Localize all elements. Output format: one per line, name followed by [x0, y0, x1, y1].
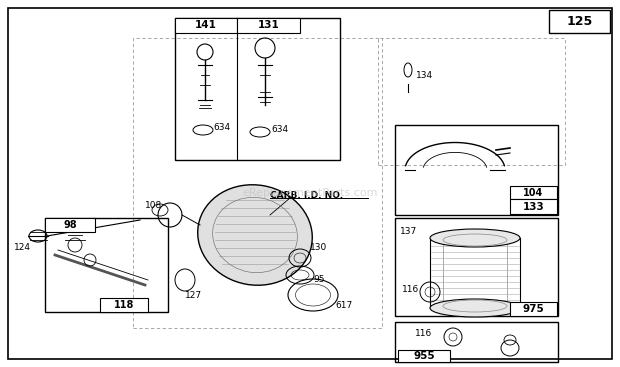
Text: eReplacementParts.com: eReplacementParts.com	[242, 189, 378, 199]
Bar	[395, 218, 558, 316]
Bar	[395, 125, 558, 215]
Text: 116: 116	[415, 328, 432, 338]
Bar	[175, 18, 340, 160]
Text: 130: 130	[310, 243, 327, 252]
Text: 141: 141	[195, 21, 217, 30]
Bar	[45, 218, 168, 312]
Text: 98: 98	[63, 220, 77, 230]
Ellipse shape	[430, 299, 520, 317]
Text: 137: 137	[400, 228, 417, 236]
Text: 127: 127	[185, 291, 202, 299]
Bar	[510, 302, 557, 316]
Text: 125: 125	[567, 15, 593, 28]
Text: 975: 975	[523, 304, 544, 314]
Bar	[100, 298, 148, 312]
Bar	[549, 10, 610, 33]
Text: 108: 108	[145, 200, 162, 210]
Text: 617: 617	[335, 301, 352, 309]
Text: 955: 955	[413, 351, 435, 361]
Text: 634: 634	[213, 124, 230, 132]
Bar	[45, 218, 95, 232]
Text: 131: 131	[258, 21, 280, 30]
Ellipse shape	[430, 229, 520, 247]
Bar	[510, 199, 557, 214]
Bar	[175, 18, 237, 33]
Text: 118: 118	[114, 300, 134, 310]
Bar	[398, 350, 450, 362]
Bar	[133, 38, 382, 328]
Bar	[237, 18, 300, 33]
Text: 95: 95	[313, 276, 324, 284]
Text: 124: 124	[14, 243, 31, 252]
Text: 134: 134	[416, 70, 433, 80]
Text: 104: 104	[523, 188, 544, 197]
Text: 133: 133	[523, 201, 544, 211]
Bar	[395, 322, 558, 362]
Bar	[510, 186, 557, 199]
Bar	[378, 38, 565, 165]
Ellipse shape	[198, 185, 312, 285]
Text: 116: 116	[402, 286, 419, 294]
Text: CARB. I.D. NO.: CARB. I.D. NO.	[270, 190, 343, 200]
Text: 634: 634	[271, 126, 288, 134]
